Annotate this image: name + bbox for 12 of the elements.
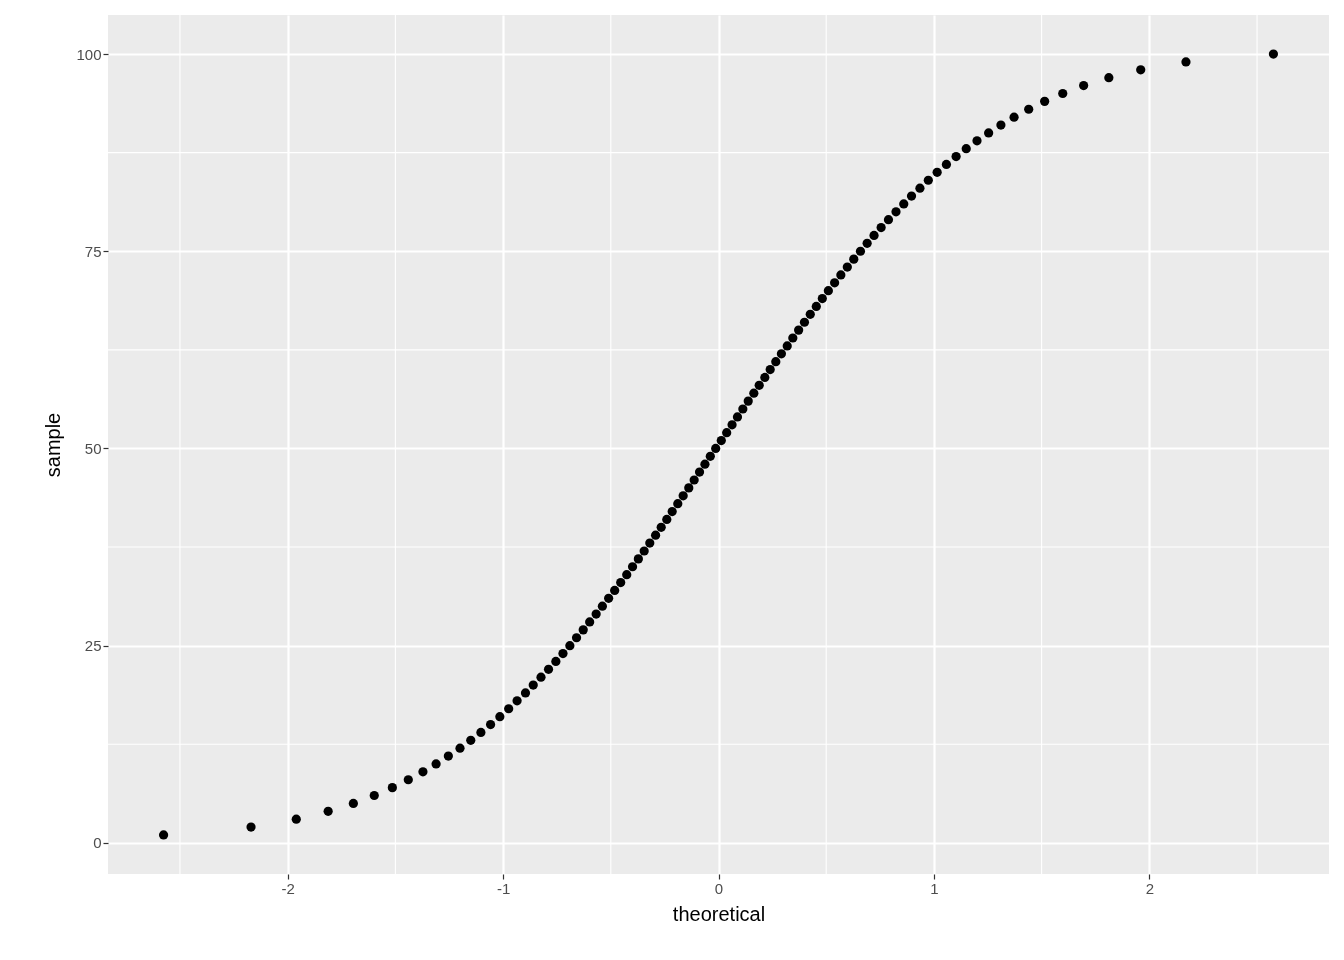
x-tick-label: 2 (1145, 879, 1155, 897)
x-axis-title: theoretical (672, 902, 766, 925)
y-tick-label: 0 (93, 834, 102, 852)
x-tick-label: 0 (714, 879, 724, 897)
y-tick-label: 50 (84, 439, 102, 457)
x-tick-label: -2 (281, 879, 295, 897)
y-tick-label: 25 (84, 637, 102, 655)
y-axis-title: sample (42, 412, 65, 478)
x-tick-label: -1 (496, 879, 511, 897)
y-tick-label: 75 (84, 242, 102, 260)
x-tick-label: 1 (930, 879, 939, 897)
y-tick-label: 100 (76, 45, 102, 63)
